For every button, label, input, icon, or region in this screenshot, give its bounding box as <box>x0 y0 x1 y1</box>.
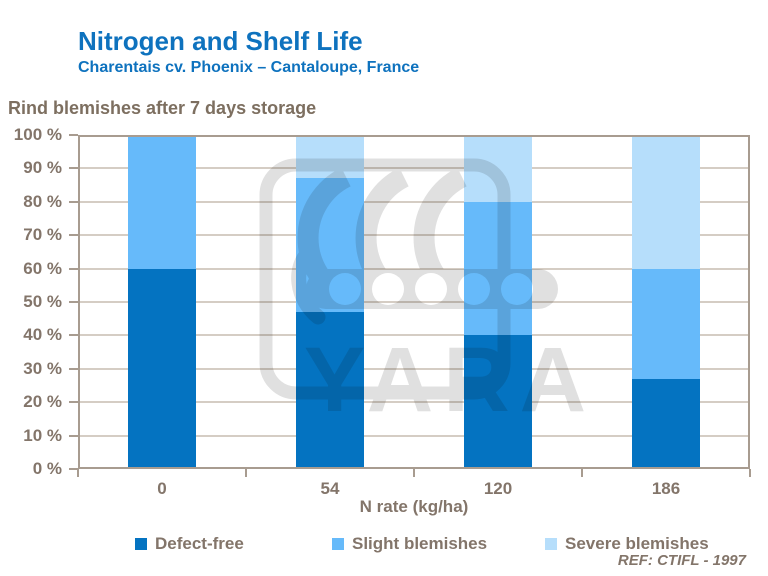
y-tick-label: 70 % <box>23 225 62 245</box>
x-axis-title: N rate (kg/ha) <box>359 497 469 516</box>
x-axis-tick <box>581 469 583 477</box>
bar-segment <box>128 135 196 269</box>
bar-segment <box>632 268 700 379</box>
bar-segment <box>296 135 364 179</box>
y-axis-tick <box>69 334 78 337</box>
bar-segment <box>464 135 532 202</box>
bar-segment <box>464 335 532 469</box>
chart-heading: Rind blemishes after 7 days storage <box>8 98 317 118</box>
y-tick-label: 40 % <box>23 325 62 345</box>
reference-note: REF: CTIFL - 1997 <box>617 552 746 569</box>
gridline <box>78 401 750 404</box>
y-tick-label: 10 % <box>23 425 62 445</box>
gridline <box>78 434 750 437</box>
y-tick-label: 30 % <box>23 358 62 378</box>
y-axis-tick <box>69 134 78 136</box>
y-axis-labels: 100 % 90 % 80 % 70 % 60 % 50 % 40 % 30 % 20 % 10 … <box>0 125 78 478</box>
bar-segment <box>296 178 364 313</box>
legend-item: Severe blemishes <box>545 534 709 554</box>
legend-label: Severe blemishes <box>565 534 709 553</box>
y-tick-label: 60 % <box>23 258 62 278</box>
plot-area: YARA <box>78 135 750 469</box>
y-axis-tick <box>69 234 78 237</box>
x-tick-label: 54 <box>320 479 340 498</box>
x-axis-tick <box>77 469 79 477</box>
y-tick-label: 0 % <box>32 459 62 478</box>
y-axis-tick <box>69 167 78 170</box>
x-tick-label: 0 <box>157 479 167 498</box>
x-tick-label: 186 <box>651 479 681 498</box>
y-tick-label: 90 % <box>23 158 62 178</box>
bar-segment <box>464 201 532 336</box>
x-axis-tick <box>413 469 415 477</box>
y-axis-tick <box>69 267 78 270</box>
legend-swatch <box>135 538 147 550</box>
bar-segment <box>632 135 700 269</box>
bar-segment <box>128 268 196 469</box>
bar-segment <box>296 312 364 469</box>
x-tick-label: 120 <box>483 479 513 498</box>
legend-label: Defect-free <box>155 534 244 553</box>
y-axis-tick <box>69 434 78 437</box>
y-axis-tick <box>69 367 78 370</box>
bar-segment <box>632 378 700 469</box>
x-axis-tick <box>749 469 751 477</box>
x-axis-tick <box>245 469 247 477</box>
page-title: Nitrogen and Shelf Life <box>78 26 363 56</box>
y-axis-tick <box>69 301 78 303</box>
y-tick-label: 50 % <box>23 292 62 311</box>
legend-label: Slight blemishes <box>352 534 488 553</box>
y-tick-label: 20 % <box>23 392 62 412</box>
y-axis-tick <box>69 401 78 404</box>
page-subtitle: Charentais cv. Phoenix – Cantaloupe, Fra… <box>78 59 420 76</box>
y-axis-tick <box>69 200 78 203</box>
legend-item: Slight blemishes <box>332 534 487 554</box>
legend-swatch <box>545 538 557 550</box>
legend-item: Defect-free <box>135 534 244 554</box>
y-tick-label: 100 % <box>13 125 62 144</box>
y-axis-tick <box>69 468 78 470</box>
y-tick-label: 80 % <box>23 191 62 211</box>
legend-swatch <box>332 538 344 550</box>
